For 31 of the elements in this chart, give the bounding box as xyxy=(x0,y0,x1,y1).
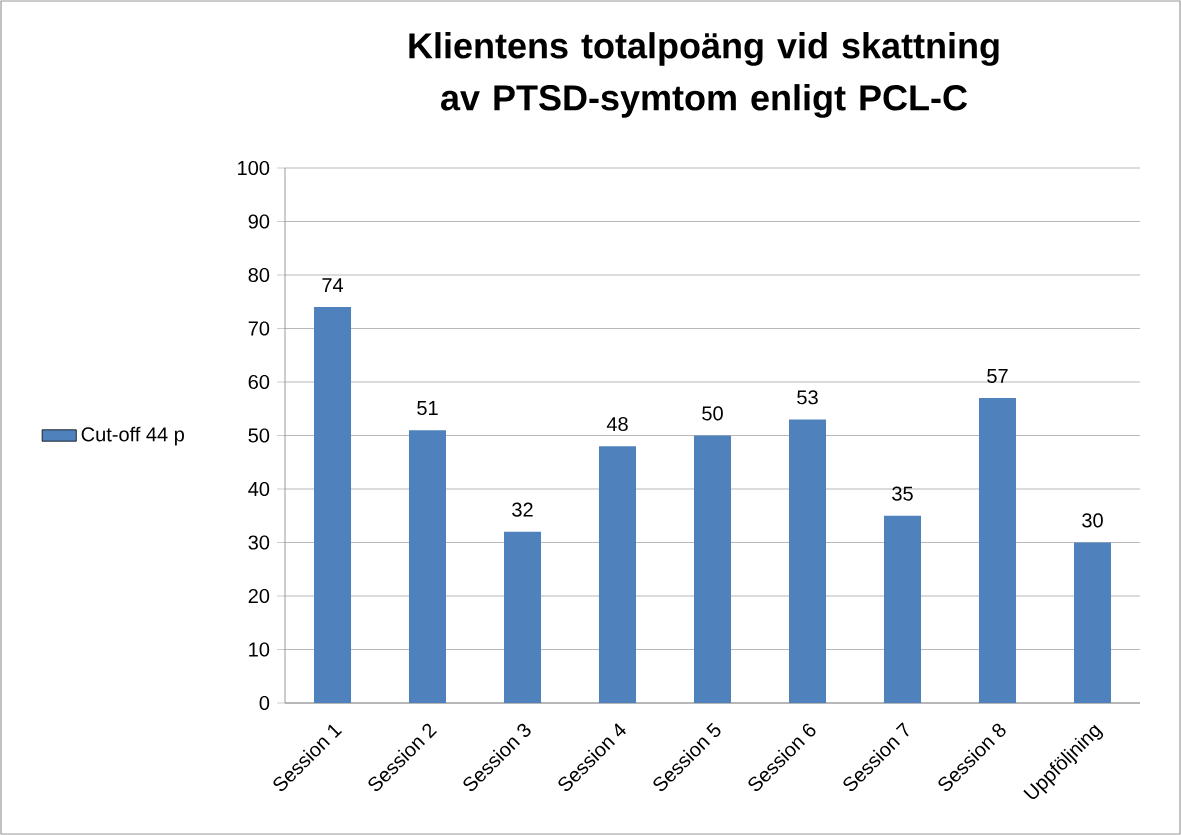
data-label: 32 xyxy=(512,502,533,517)
data-label: 57 xyxy=(987,369,1008,383)
data-label: 51 xyxy=(417,401,438,416)
y-tick-label: 0 xyxy=(259,695,270,711)
bar xyxy=(788,419,827,703)
data-label: 30 xyxy=(1082,513,1103,528)
bar xyxy=(978,398,1017,703)
y-tick-label: 80 xyxy=(248,267,270,283)
data-label: 74 xyxy=(322,278,344,293)
chart-title: Klientens totalpoäng vid skattning av PTSD-symtom enligt PCL-C xyxy=(409,32,999,118)
y-tick-label: 30 xyxy=(248,535,270,550)
data-label: 48 xyxy=(606,416,628,432)
y-tick-label: 90 xyxy=(248,214,270,229)
bar xyxy=(598,446,637,703)
bar xyxy=(408,430,447,703)
bar xyxy=(313,307,352,703)
bar xyxy=(503,531,542,703)
y-tick-label: 70 xyxy=(248,321,270,336)
bar xyxy=(1073,542,1112,703)
bar xyxy=(693,435,732,703)
data-label: 35 xyxy=(892,486,913,501)
y-tick-label: 10 xyxy=(249,642,270,657)
y-tick-label: 20 xyxy=(248,588,270,604)
y-tick-label: 100 xyxy=(238,160,270,176)
y-tick-label: 50 xyxy=(248,428,270,443)
data-label: 50 xyxy=(702,406,723,421)
y-tick-label: 60 xyxy=(248,374,270,390)
legend-label: Cut-off 44 p xyxy=(81,426,184,446)
y-tick-label: 40 xyxy=(248,481,270,497)
bar xyxy=(883,515,922,703)
data-label: 53 xyxy=(797,390,818,405)
